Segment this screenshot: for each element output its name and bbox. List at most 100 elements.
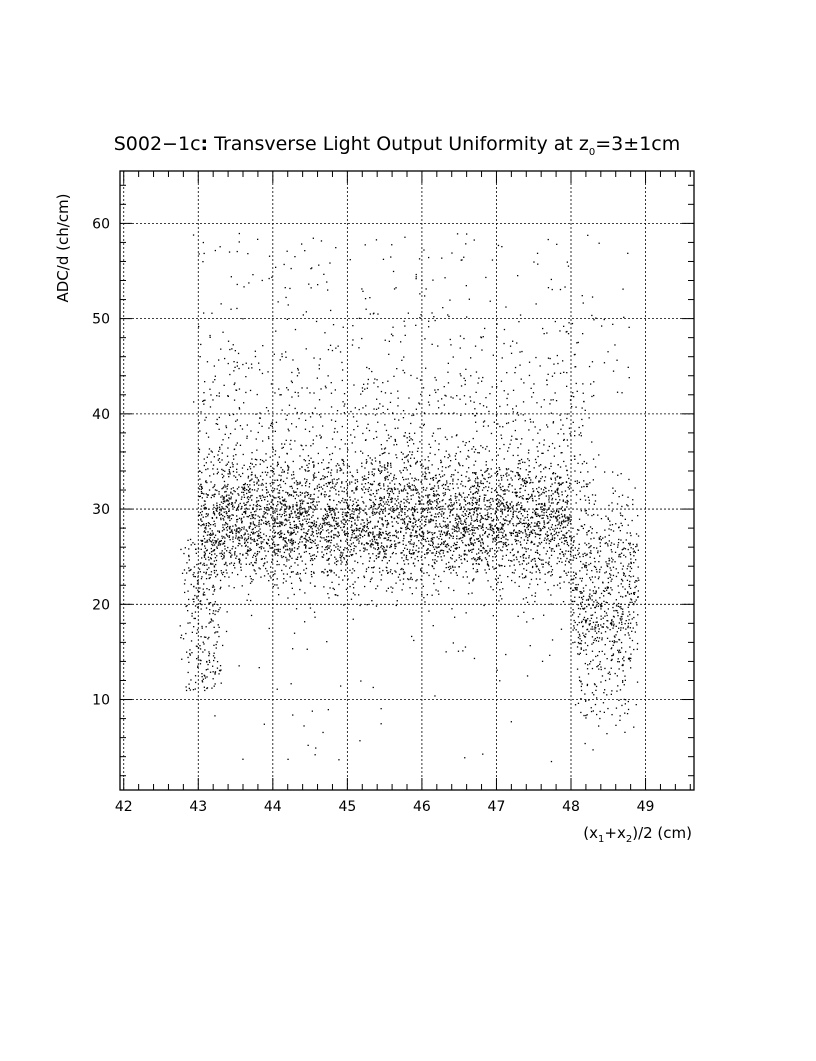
scatter-point — [540, 464, 541, 465]
scatter-point — [485, 495, 486, 496]
scatter-point — [317, 518, 318, 519]
scatter-point — [414, 536, 415, 537]
scatter-point — [297, 574, 298, 575]
scatter-point — [339, 535, 340, 536]
scatter-point — [567, 542, 568, 543]
scatter-point — [502, 426, 503, 427]
scatter-point — [390, 569, 391, 570]
scatter-point — [229, 535, 230, 536]
scatter-point — [539, 534, 540, 535]
scatter-point — [364, 467, 365, 468]
scatter-point — [208, 437, 209, 438]
scatter-point — [271, 499, 272, 500]
scatter-point — [487, 561, 488, 562]
scatter-point — [351, 521, 352, 522]
scatter-point — [555, 528, 556, 529]
scatter-point — [504, 489, 505, 490]
scatter-point — [415, 524, 416, 525]
scatter-point — [327, 522, 328, 523]
scatter-point — [320, 416, 321, 417]
scatter-point — [384, 498, 385, 499]
scatter-point — [309, 486, 310, 487]
scatter-point — [299, 468, 300, 469]
scatter-point — [329, 545, 330, 546]
scatter-point — [522, 523, 523, 524]
scatter-point — [354, 537, 355, 538]
scatter-point — [317, 551, 318, 552]
scatter-point — [300, 580, 301, 581]
scatter-point — [549, 547, 550, 548]
scatter-point — [448, 587, 449, 588]
scatter-point — [307, 540, 308, 541]
scatter-point — [437, 526, 438, 527]
scatter-point — [495, 578, 496, 579]
scatter-point — [219, 447, 220, 448]
scatter-point — [218, 472, 219, 473]
scatter-point — [270, 470, 271, 471]
scatter-point — [330, 472, 331, 473]
scatter-point — [385, 553, 386, 554]
scatter-point — [335, 594, 336, 595]
scatter-point — [348, 507, 349, 508]
scatter-point — [283, 500, 284, 501]
scatter-point — [479, 525, 480, 526]
scatter-point — [461, 481, 462, 482]
scatter-point — [357, 517, 358, 518]
scatter-point — [543, 520, 544, 521]
scatter-point — [544, 538, 545, 539]
scatter-point — [513, 505, 514, 506]
scatter-point — [357, 509, 358, 510]
scatter-point — [208, 454, 209, 455]
scatter-point — [241, 499, 242, 500]
scatter-point — [432, 435, 433, 436]
scatter-point — [565, 564, 566, 565]
scatter-point — [464, 553, 465, 554]
scatter-point — [425, 541, 426, 542]
scatter-point — [284, 545, 285, 546]
scatter-point — [566, 506, 567, 507]
scatter-point — [486, 500, 487, 501]
scatter-point — [223, 475, 224, 476]
scatter-point — [453, 551, 454, 552]
scatter-point — [387, 522, 388, 523]
scatter-point — [484, 497, 485, 498]
scatter-point — [274, 544, 275, 545]
scatter-point — [406, 526, 407, 527]
scatter-point — [334, 557, 335, 558]
scatter-point — [474, 480, 475, 481]
scatter-point — [230, 467, 231, 468]
scatter-point — [386, 501, 387, 502]
scatter-point — [434, 532, 435, 533]
scatter-point — [249, 489, 250, 490]
scatter-point — [267, 467, 268, 468]
scatter-point — [232, 503, 233, 504]
scatter-point — [297, 564, 298, 565]
scatter-point — [236, 469, 237, 470]
scatter-point — [380, 500, 381, 501]
scatter-point — [546, 553, 547, 554]
scatter-point — [558, 496, 559, 497]
scatter-point — [323, 485, 324, 486]
scatter-point — [266, 474, 267, 475]
scatter-point — [502, 503, 503, 504]
scatter-point — [525, 558, 526, 559]
scatter-point — [313, 501, 314, 502]
scatter-point — [266, 507, 267, 508]
scatter-point — [440, 506, 441, 507]
scatter-point — [566, 418, 567, 419]
scatter-point — [382, 548, 383, 549]
scatter-point — [346, 502, 347, 503]
scatter-point — [520, 544, 521, 545]
scatter-point — [461, 556, 462, 557]
scatter-point — [429, 472, 430, 473]
scatter-point — [229, 563, 230, 564]
scatter-point — [433, 520, 434, 521]
scatter-point — [239, 528, 240, 529]
scatter-point — [336, 564, 337, 565]
scatter-point — [486, 559, 487, 560]
scatter-point — [503, 494, 504, 495]
scatter-point — [283, 447, 284, 448]
scatter-point — [220, 497, 221, 498]
scatter-point — [452, 514, 453, 515]
